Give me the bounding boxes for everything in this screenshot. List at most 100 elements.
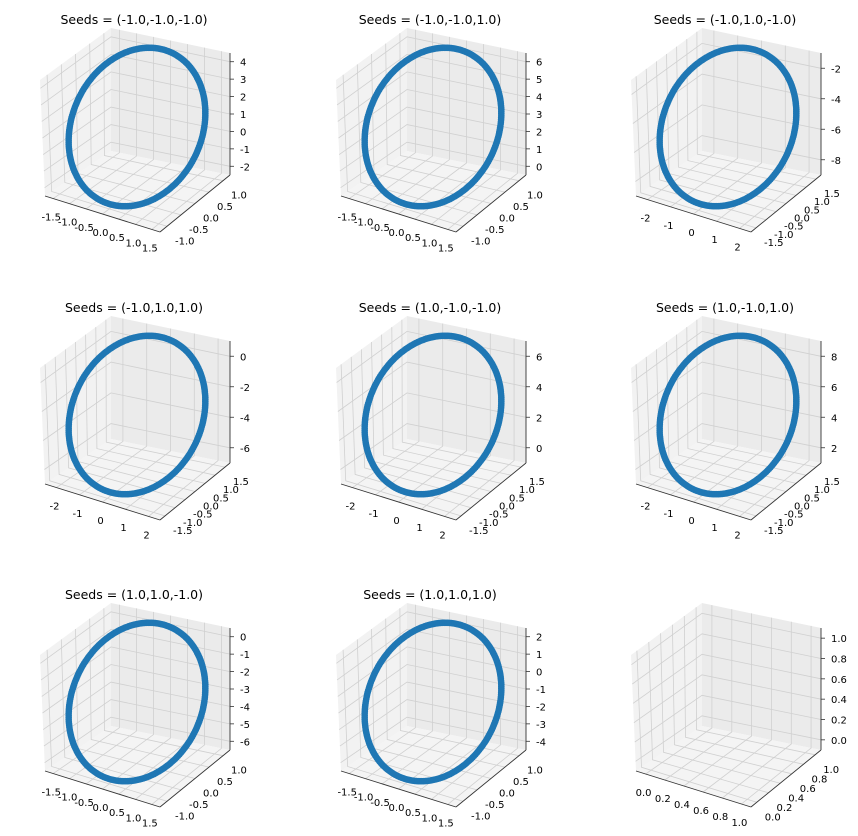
z-tick-label: -4	[536, 737, 546, 748]
series-points	[361, 44, 505, 210]
grid-line	[636, 650, 757, 803]
z-tick-label: 1.0	[831, 634, 847, 645]
y-tick-label: 0.0	[203, 214, 219, 225]
subplot-2: Seeds = (-1.0,-1.0,1.0)-1.5-1.0-0.50.0 0.…	[336, 12, 543, 254]
z-tick-label: 4	[536, 93, 542, 104]
x-tick-label: -0.5	[74, 223, 94, 234]
data-point	[784, 437, 792, 444]
subplot-title: Seeds = (1.0,1.0,-1.0)	[65, 587, 203, 602]
x-tick-label: -2	[50, 502, 60, 513]
y-tick-label: 1.0	[814, 485, 830, 496]
grid-line	[670, 323, 739, 496]
z-tick-label: 6	[831, 383, 837, 394]
y-tick-label: 0.5	[804, 493, 820, 504]
x-tick-label: 0	[688, 516, 694, 527]
grid-line	[444, 338, 515, 517]
grid	[40, 318, 231, 517]
grid-line	[102, 328, 171, 503]
subplot-3: Seeds = (-1.0,1.0,-1.0) -2 -1 0 1 2 -1.5-1.0-0…	[631, 12, 841, 253]
grid-line	[375, 323, 444, 496]
grid-line	[85, 611, 154, 785]
y-tick-label: -0.5	[189, 800, 209, 811]
y-axis-line	[750, 749, 822, 808]
grid-line	[648, 641, 769, 794]
x-tick-label: -1	[664, 221, 674, 232]
grid-line	[338, 89, 527, 139]
grid-line	[739, 50, 810, 229]
y-tick-label: -0.5	[489, 510, 509, 521]
y-tick-label: 0.5	[513, 777, 529, 788]
x-tick-label: 2	[439, 530, 445, 541]
x-axis-line	[44, 770, 161, 808]
data-point	[489, 437, 497, 444]
y-tick-label: 1.5	[529, 477, 545, 488]
z-tick-label: -2	[240, 162, 250, 173]
grid-line	[42, 664, 231, 714]
x-tick-label: 1	[711, 523, 717, 534]
x-tick-label: 2	[734, 530, 740, 541]
grid-line	[632, 633, 822, 685]
x-tick-label: -2	[641, 214, 651, 225]
x-tick-label: -1.5	[337, 788, 357, 799]
grid-line	[41, 361, 231, 412]
y-tick-label: 0.0	[794, 214, 810, 225]
y-tick-label: 0.5	[213, 493, 229, 504]
y-tick-label: 0.0	[765, 812, 781, 823]
grid-line	[148, 338, 219, 517]
subplot-title: Seeds = (1.0,1.0,1.0)	[363, 587, 497, 602]
z-tick-label: 0	[240, 352, 246, 363]
data-point	[489, 149, 497, 156]
grid-line	[635, 76, 757, 229]
grid-line	[686, 39, 807, 188]
y-tick-label: -0.5	[189, 225, 209, 236]
grid-line	[151, 51, 222, 230]
grid-line	[631, 612, 822, 666]
y-axis-line	[455, 174, 527, 233]
y-tick-label: -0.5	[784, 510, 804, 521]
y-tick-label: 0.0	[499, 789, 515, 800]
z-tick-label: 4	[831, 413, 837, 424]
grid-line	[340, 423, 527, 470]
y-tick-label: 1.0	[527, 191, 543, 202]
y-tick-label: -1.0	[471, 236, 491, 247]
grid-line	[42, 89, 231, 139]
x-axis-line	[635, 483, 752, 521]
grid-line	[632, 361, 822, 412]
z-tick-label: 2	[536, 127, 542, 138]
x-tick-label: 0.8	[712, 812, 728, 823]
subplot-6: Seeds = (1.0,-1.0,1.0) -2 -1 0 1 2 -1.5-1.0-0.…	[631, 300, 840, 541]
z-tick-label: 0	[240, 633, 246, 644]
y-tick-label: -0.5	[784, 222, 804, 233]
x-tick-label: 0.6	[693, 806, 709, 817]
x-tick-label: 0.4	[674, 800, 690, 811]
z-tick-label: -8	[831, 156, 841, 167]
y-tick-label: -1.5	[469, 526, 489, 537]
grid-line	[337, 361, 527, 412]
x-tick-label: 0.0	[93, 803, 109, 814]
x-tick-label: 1.5	[142, 818, 158, 829]
z-tick-label: 6	[536, 58, 542, 69]
subplot-4: Seeds = (-1.0,1.0,1.0) -2 -1 0 1 2 -1.5-1.0-0.…	[40, 300, 250, 541]
x-axis-line	[635, 195, 752, 233]
x-tick-label: 2	[734, 242, 740, 253]
z-tick-label: -1	[536, 685, 546, 696]
x-tick-label: 0.0	[389, 803, 405, 814]
x-tick-label: 1	[120, 523, 126, 534]
grid-line	[447, 626, 518, 805]
x-tick-label: -0.5	[370, 223, 390, 234]
x-tick-label: -1.0	[354, 218, 374, 229]
grid-line	[151, 626, 222, 805]
y-tick-label: 1.5	[824, 189, 840, 200]
grid	[631, 605, 822, 805]
grid-line	[635, 135, 822, 182]
x-tick-label: 0.0	[389, 228, 405, 239]
series-points	[361, 332, 505, 498]
y-tick-label: 0.0	[794, 502, 810, 513]
data-point	[784, 149, 792, 156]
x-tick-label: 0	[97, 516, 103, 527]
grid-line	[85, 36, 154, 210]
x-tick-label: -1.0	[58, 793, 78, 804]
y-tick-label: 1.0	[223, 485, 239, 496]
x-tick-label: 1	[711, 235, 717, 246]
x-axis-line	[44, 195, 161, 233]
